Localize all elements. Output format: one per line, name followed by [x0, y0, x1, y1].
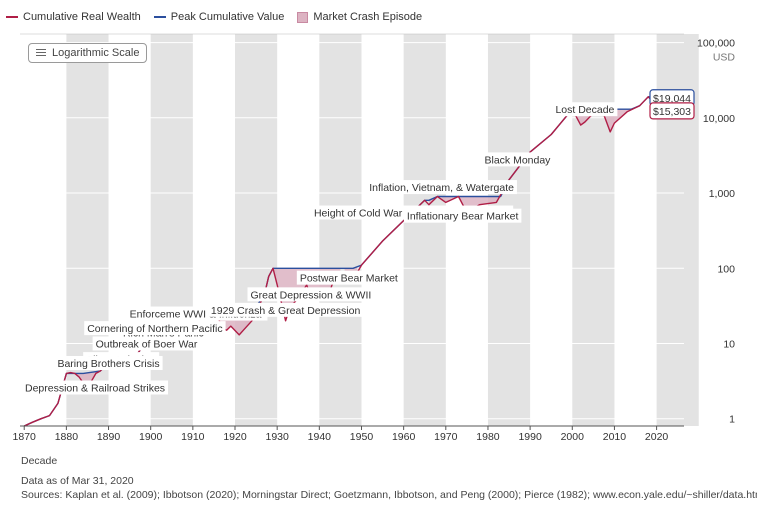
y-unit-label: USD [713, 52, 736, 64]
sources-text: Sources: Kaplan et al. (2009); Ibbotson … [21, 489, 757, 501]
decade-band [487, 34, 531, 426]
annotation-label: Black Monday [484, 154, 551, 166]
decade-band [319, 34, 362, 426]
annotations: Lost Decade Black Monday Inflation, Vietna… [22, 102, 618, 395]
x-tick-label: 1900 [139, 431, 163, 443]
legend: Cumulative Real Wealth Peak Cumulative V… [6, 11, 422, 23]
x-tick-label: 1870 [13, 431, 37, 443]
x-tick-label: 1990 [518, 431, 542, 443]
annotation-box [84, 321, 226, 336]
annotation-label: 1929 Crash & Great Depression [211, 305, 361, 317]
annotation-box [366, 180, 517, 195]
annotation-label: Inflationary Bear Market [407, 211, 519, 223]
x-tick-label: 2000 [561, 431, 585, 443]
x-tick-label: 2020 [645, 431, 669, 443]
y-tick-label: 1,000 [709, 188, 735, 200]
end-labels: $19,044$15,303 [649, 89, 695, 120]
end-label-text: $19,044 [653, 93, 691, 105]
x-tick-label: 1940 [308, 431, 332, 443]
annotation-label: Great Depression & WWII [251, 289, 372, 301]
legend-swatch-peak [153, 16, 166, 18]
annotation-label: Lost Decade [555, 104, 614, 116]
scale-button-label: Logarithmic Scale [52, 47, 140, 59]
list-icon [36, 48, 46, 58]
decade-band [403, 34, 446, 426]
y-tick-label: 10,000 [703, 113, 735, 125]
legend-item-wealth: Cumulative Real Wealth [6, 11, 141, 23]
y-tick-label: 1 [729, 414, 735, 426]
legend-item-crash: Market Crash Episode [297, 11, 422, 23]
x-tick-label: 1950 [350, 431, 374, 443]
end-label-text: $15,303 [653, 106, 691, 118]
decade-bands [66, 34, 699, 426]
legend-swatch-wealth [6, 16, 18, 18]
annotation-box [92, 336, 201, 351]
legend-item-peak: Peak Cumulative Value [153, 11, 285, 23]
legend-label-crash: Market Crash Episode [313, 11, 423, 23]
annotation-box [481, 152, 554, 167]
x-tick-label: 1980 [476, 431, 500, 443]
annotation-box [403, 208, 522, 223]
legend-swatch-crash [297, 11, 309, 23]
x-tick-label: 1960 [392, 431, 416, 443]
annotation-label: Cornering of Northern Pacific [87, 323, 222, 335]
annotation-box [54, 356, 163, 371]
annotation-label: Depression & Railroad Strikes [25, 382, 165, 394]
annotation-box [207, 302, 364, 317]
annotation-label: Postwar Bear Market [300, 273, 398, 285]
decade-band [572, 34, 615, 426]
annotation-label: Outbreak of Boer War [96, 338, 198, 350]
x-tick-label: 1910 [181, 431, 205, 443]
x-tick-label: 1890 [97, 431, 121, 443]
y-tick-label: 10 [723, 338, 735, 350]
annotation-box [552, 102, 618, 117]
legend-label-peak: Peak Cumulative Value [170, 11, 285, 23]
x-tick-label: 1930 [265, 431, 289, 443]
legend-label-wealth: Cumulative Real Wealth [23, 11, 141, 23]
axes: 1870 1880 1890 1900 1910 1920 1930 1940 1950 1960… [13, 38, 736, 443]
annotation-box [247, 287, 375, 302]
x-tick-label: 1880 [55, 431, 79, 443]
decade-band [235, 34, 278, 426]
x-tick-label: 2010 [603, 431, 627, 443]
end-label-box [649, 102, 695, 120]
annotation-box [22, 380, 169, 395]
x-tick-label: 1970 [434, 431, 458, 443]
annotation-box [296, 270, 401, 285]
x-axis-title: Decade [21, 455, 58, 467]
data-as-of: Data as of Mar 31, 2020 [21, 475, 134, 487]
x-tick-label: 1920 [223, 431, 247, 443]
logarithmic-scale-button[interactable]: Logarithmic Scale [28, 43, 148, 63]
y-tick-label: 100,000 [697, 38, 735, 50]
annotation-label: Inflation, Vietnam, & Watergate [369, 182, 514, 194]
y-tick-label: 100 [717, 263, 735, 275]
annotation-label: Baring Brothers Crisis [57, 358, 159, 370]
